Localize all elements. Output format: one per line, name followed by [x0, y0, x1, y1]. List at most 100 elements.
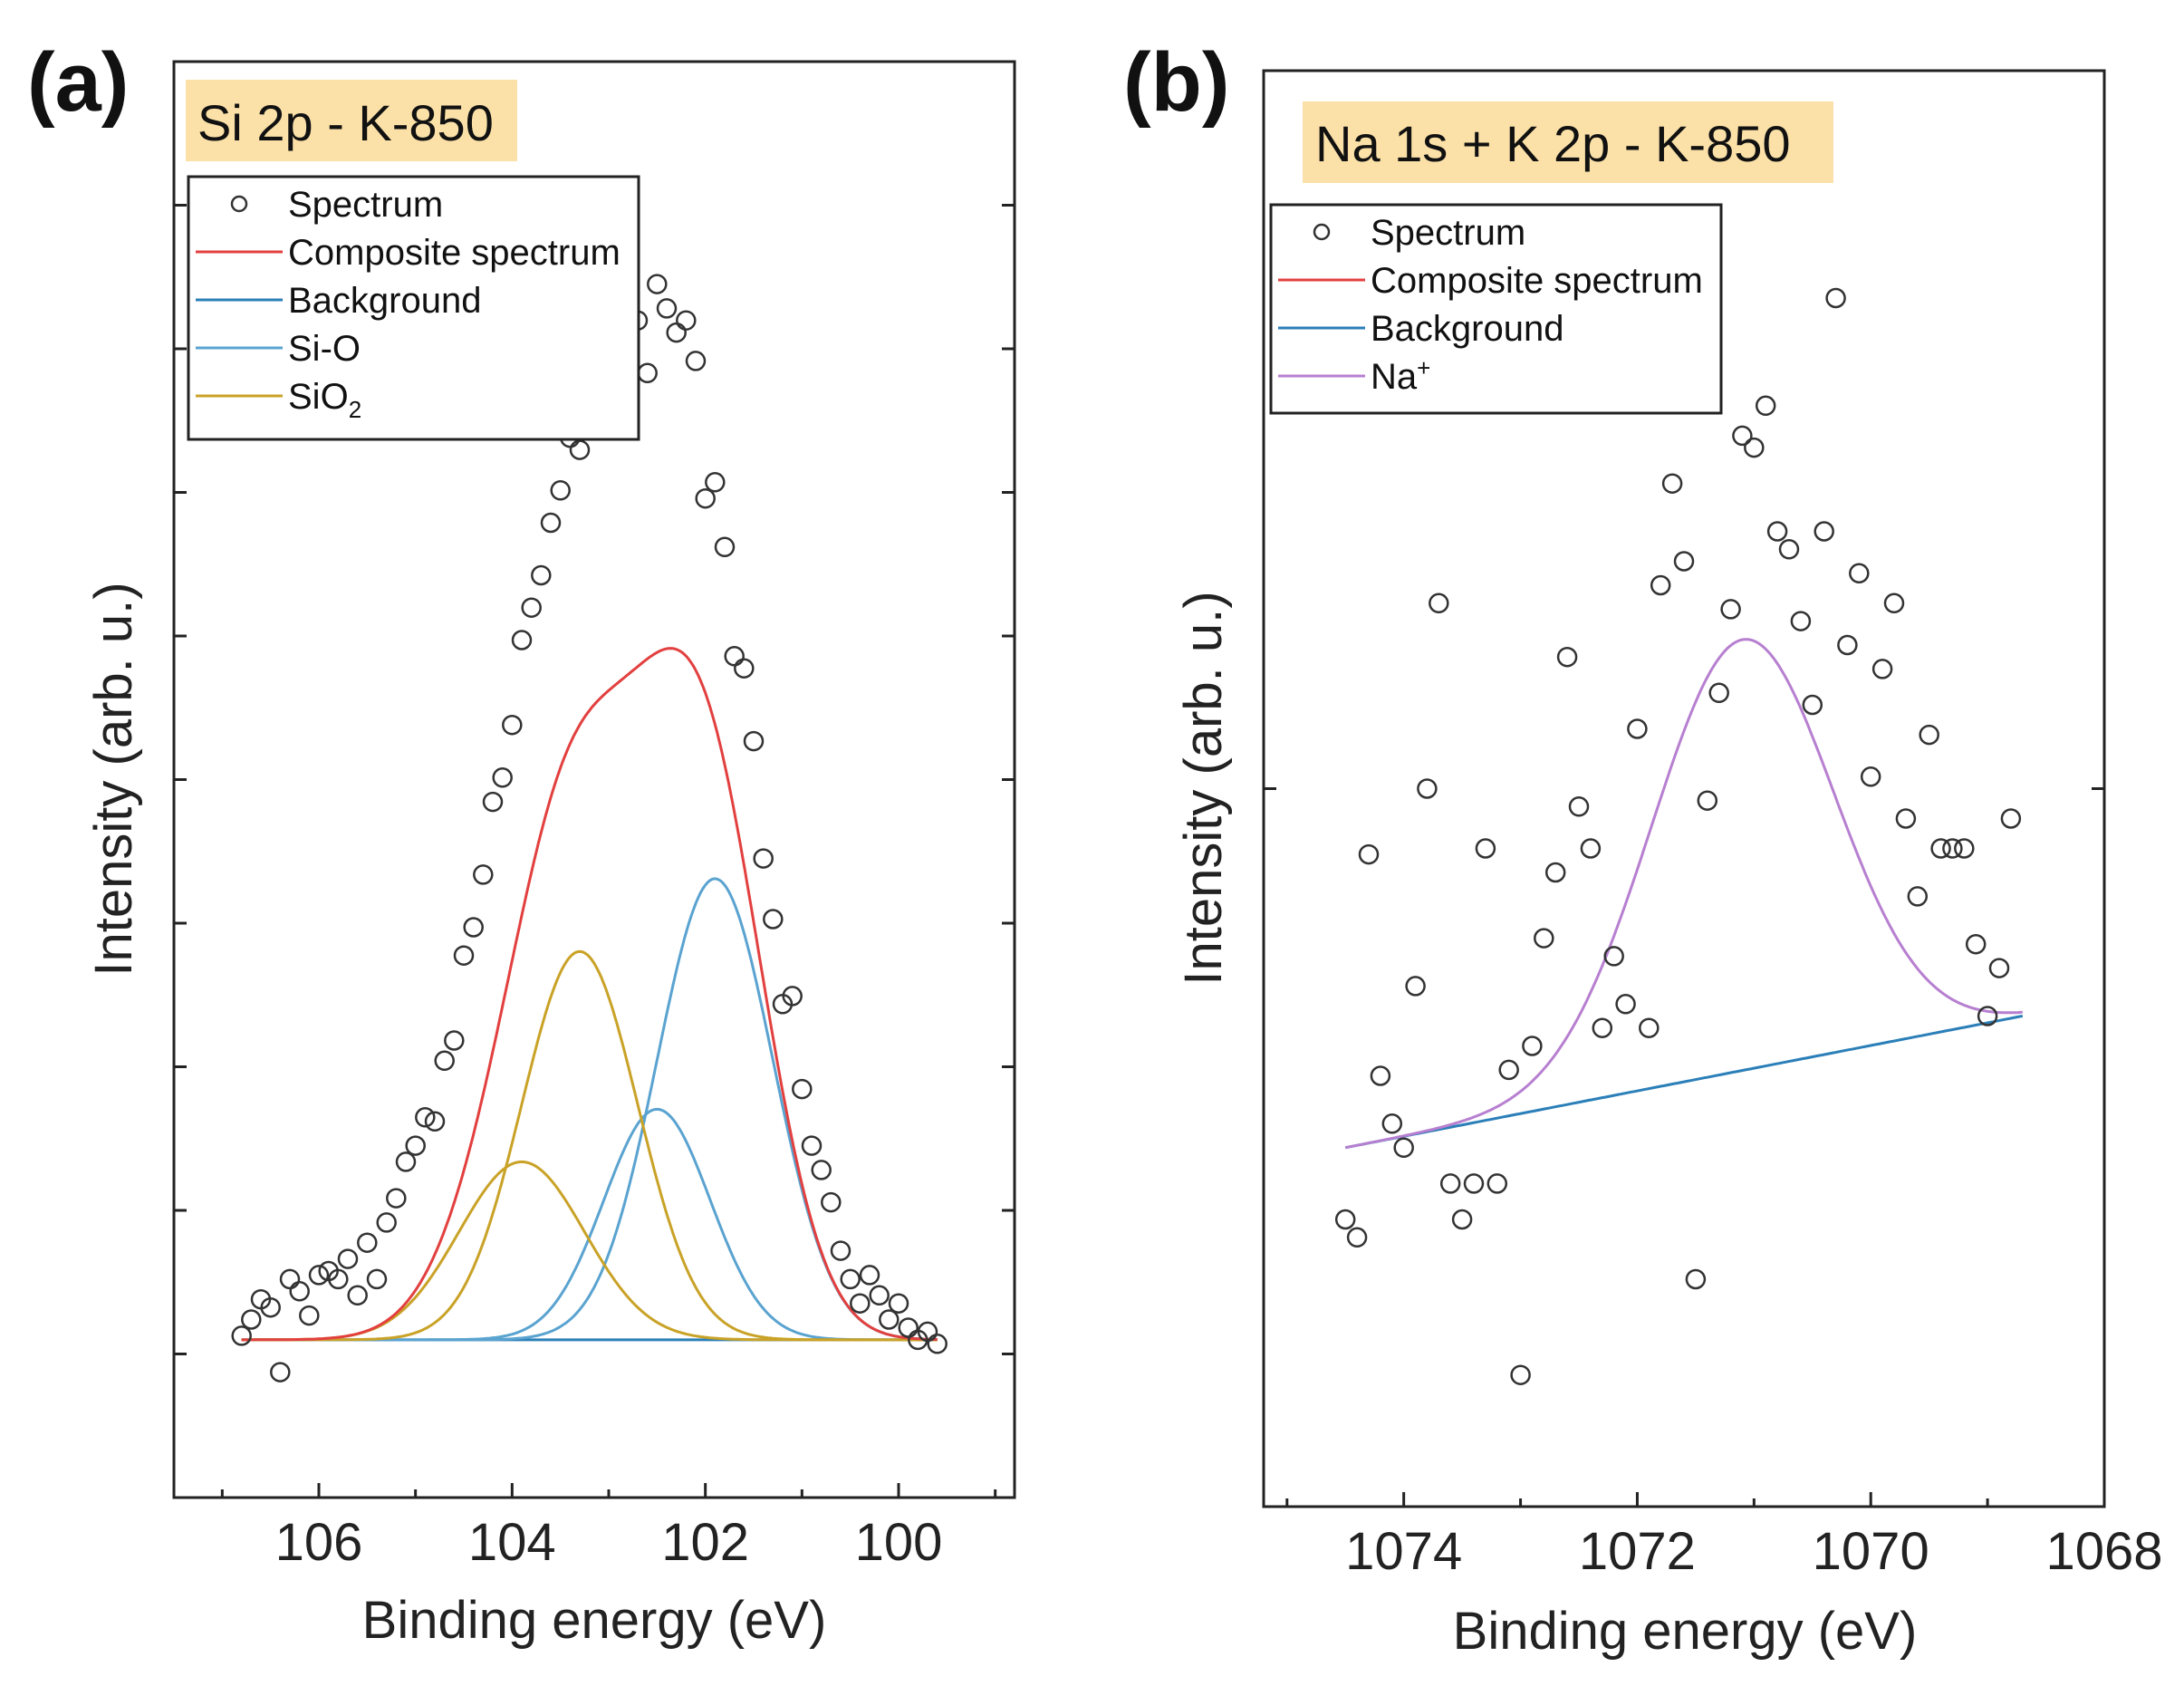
panel-b-spectrum-point — [1475, 838, 1496, 859]
panel-b-spectrum-point — [1778, 539, 1800, 560]
panel-a-legend-background-label: Background — [288, 281, 481, 321]
panel-a-spectrum-point — [492, 767, 513, 788]
panel-a-spectrum-point — [241, 1309, 262, 1330]
panel-b-spectrum-point — [1592, 1017, 1613, 1038]
panel-a-spectrum-point — [347, 1285, 368, 1306]
panel-b-x-tick-label: 1072 — [1579, 1522, 1696, 1581]
panel-b-spectrum-point — [1568, 796, 1590, 817]
panel-b-spectrum-point — [1814, 521, 1834, 542]
panel-a-y-axis-title: Intensity (arb. u.) — [84, 582, 143, 976]
panel-a-composite-spectrum-line — [241, 647, 938, 1342]
panel-a-spectrum-point — [792, 1078, 813, 1100]
panel-a-spectrum-point — [482, 791, 504, 813]
panel-a-spectrum-point — [753, 848, 774, 869]
panel-a-spectrum-point — [463, 917, 484, 938]
panel-a-spectrum-point — [782, 986, 803, 1007]
panel-a-x-tick-label: 106 — [275, 1513, 363, 1572]
panel-b-spectrum-point — [1393, 1137, 1414, 1159]
panel-b-spectrum-point — [1661, 473, 1683, 494]
panel-b-spectrum-point — [1510, 1364, 1531, 1385]
panel-b-spectrum-point — [1685, 1268, 1707, 1290]
panel-a-spectrum-point — [279, 1268, 301, 1290]
panel-a-legend-composite-label: Composite spectrum — [288, 233, 621, 273]
panel-a-spectrum-point — [714, 536, 736, 558]
panel-b-spectrum-point — [1451, 1209, 1473, 1230]
panel-a-spectrum-point — [898, 1317, 919, 1338]
panel-b-spectrum-point — [1417, 778, 1438, 799]
panel-b-x-tick-label: 1070 — [1813, 1522, 1929, 1581]
panel-b-spectrum-points — [1334, 287, 2022, 1385]
panel-a-spectrum-point — [550, 480, 571, 501]
panel-a-spectrum-point — [444, 1030, 465, 1051]
panel-a-spectrum-point — [424, 1111, 446, 1132]
panel-a-spectrum-point — [859, 1265, 880, 1286]
panel-b-spectrum-point — [1977, 1006, 1998, 1026]
panel-b-spectrum-point — [1439, 1173, 1461, 1194]
panel-a-spectrum-point — [531, 564, 552, 586]
panel-b-y-axis-title: Intensity (arb. u.) — [1174, 591, 1233, 985]
panel-b-spectrum-point — [1860, 766, 1881, 787]
panel-a-spectrum-point — [850, 1293, 871, 1314]
panel-b-x-tick-label: 1068 — [2045, 1522, 2162, 1581]
panel-a-spectrum-point — [734, 658, 755, 679]
panel-a-spectrum-points — [231, 274, 948, 1383]
panel-a-si-o-peak-1 — [241, 877, 938, 1342]
panel-a-title-box — [186, 80, 517, 161]
panel-a-spectrum-point — [289, 1281, 310, 1302]
panel-b-spectrum-point — [1429, 593, 1449, 614]
panel-b-spectrum-point — [1954, 838, 1975, 859]
panel-b-spectrum-point — [1544, 862, 1566, 883]
panel-b-spectrum-point — [1942, 838, 1963, 859]
panel-b-x-tick-label: 1074 — [1345, 1522, 1462, 1581]
panel-a-spectrum-point — [705, 472, 726, 493]
panel-b-title-box — [1303, 101, 1833, 183]
panel-a-spectrum-point — [502, 714, 523, 736]
panel-b-legend-box — [1269, 203, 1723, 415]
panel-a-y-ticks — [174, 204, 1015, 1355]
panel-b-spectrum-point — [1708, 682, 1729, 704]
panel-b-legend-composite-label: Composite spectrum — [1371, 261, 1703, 301]
panel-a: (a) 106 104 102 100 Si 2p - K-850 Spectrum C… — [27, 36, 1016, 1650]
panel-a-spectrum-point — [869, 1285, 890, 1306]
panel-b-spectrum-point — [1556, 646, 1578, 668]
panel-a-spectrum-point — [763, 909, 784, 930]
panel-a-spectrum-point — [337, 1248, 359, 1269]
panel-a-spectrum-point — [415, 1107, 436, 1128]
panel-b-spectrum-point — [1580, 838, 1602, 859]
panel-b-spectrum-point — [1732, 425, 1753, 447]
panel-a-spectrum-point — [656, 298, 678, 319]
panel-b-spectrum-point — [1405, 976, 1426, 997]
panel-a-spectrum-point — [888, 1293, 909, 1314]
panel-b-spectrum-point — [1534, 928, 1554, 949]
panel-a-x-tick-label: 102 — [661, 1513, 749, 1572]
panel-b-spectrum-point — [1639, 1017, 1660, 1038]
panel-a-spectrum-point — [676, 310, 697, 331]
panel-a-spectrum-point — [840, 1268, 861, 1290]
panel-a-legend-si-o-label: Si-O — [288, 329, 361, 369]
panel-b-spectrum-point — [2000, 808, 2022, 829]
panel-a-spectrum-point — [666, 322, 687, 343]
panel-b-legend-background-label: Background — [1371, 309, 1563, 349]
panel-a-spectrum-point — [376, 1212, 397, 1233]
panel-b-spectrum-point — [1627, 718, 1648, 739]
panel-a-spectrum-point — [405, 1135, 426, 1156]
panel-b-spectrum-point — [1988, 958, 2010, 978]
panel-a-legend-spectrum-label: Spectrum — [288, 185, 443, 225]
panel-a-spectrum-point — [386, 1188, 407, 1209]
panel-a-x-ticks: 106 104 102 100 — [220, 1483, 997, 1572]
panel-a-x-tick-label: 104 — [468, 1513, 556, 1572]
panel-b-spectrum-point — [1871, 659, 1893, 679]
panel-b-spectrum-point — [1498, 1059, 1519, 1081]
panel-a-x-tick-label: 100 — [855, 1513, 943, 1572]
panel-a-spectrum-point — [801, 1135, 823, 1156]
panel-b-spectrum-point — [1849, 563, 1870, 584]
panel-a-legend: Spectrum Composite spectrum Background Si-O… — [187, 175, 640, 441]
panel-a-spectrum-point — [260, 1296, 281, 1318]
panel-b-spectrum-point — [1673, 551, 1695, 572]
panel-b-title: Na 1s + K 2p - K-850 — [1315, 115, 1791, 172]
panel-a-spectrum-point — [743, 730, 765, 752]
panel-a-spectrum-point — [637, 362, 658, 384]
panel-b-curves — [1344, 638, 2024, 1150]
panel-b-spectrum-point — [1615, 994, 1636, 1015]
panel-a-spectrum-point — [231, 1325, 252, 1346]
